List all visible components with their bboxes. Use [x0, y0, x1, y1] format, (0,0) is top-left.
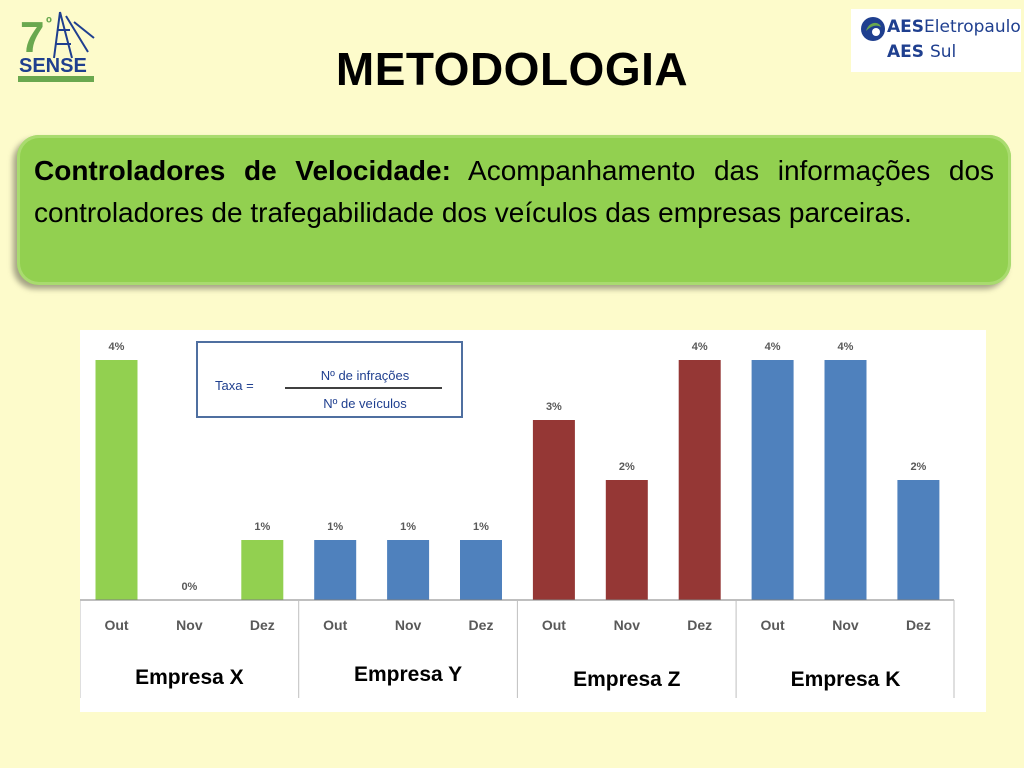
bar: [532, 420, 575, 600]
bar-chart: 4% 0% 1% 1% 1% 1% 3% 2% 4% 4% 4% 2% Out Nov Dez Empres…: [79, 341, 955, 698]
bar: [751, 360, 794, 600]
bar: [241, 540, 284, 600]
aes-swirl-icon: [861, 17, 885, 41]
page-title: METODOLOGIA: [335, 43, 689, 95]
data-label: 4%: [692, 341, 708, 353]
sense-logo-number: 7: [20, 13, 44, 62]
bar: [95, 360, 138, 600]
tick-label: Out: [761, 617, 785, 633]
formula-box: Taxa = Nº de infrações Nº de veículos: [196, 341, 463, 418]
data-label: 1%: [327, 521, 343, 533]
tick-label: Dez: [687, 617, 712, 633]
formula-numerator: Nº de infrações: [321, 368, 410, 383]
bars-layer: 4% 0% 1% 1% 1% 1% 3% 2% 4% 4% 4% 2%: [95, 341, 940, 600]
group-label: Empresa Y: [354, 663, 462, 686]
data-label: 3%: [546, 401, 562, 413]
callout-box: [17, 135, 1011, 285]
sense-logo-band: [18, 76, 94, 82]
group-label: Empresa Z: [573, 668, 681, 691]
bar: [897, 480, 940, 600]
sense-logo-name: SENSE: [19, 55, 87, 77]
data-label: 1%: [254, 521, 270, 533]
data-label: 2%: [910, 461, 926, 473]
data-label: 4%: [838, 341, 854, 353]
data-label: 4%: [765, 341, 781, 353]
formula-prefix: Taxa =: [215, 378, 254, 393]
tick-label: Dez: [250, 617, 275, 633]
aes-eletropaulo-text: AESEletropaulo: [887, 17, 1021, 37]
data-label: 1%: [400, 521, 416, 533]
bar: [824, 360, 867, 600]
axis-layer: Out Nov Dez Empresa X Out Nov Dez Empresa Y Out N…: [79, 599, 955, 698]
bar: [460, 540, 502, 600]
tick-label: Out: [542, 617, 566, 633]
bar: [678, 360, 721, 600]
group-label: Empresa X: [135, 666, 244, 689]
tick-label: Nov: [176, 617, 203, 633]
sense-logo-ordinal: º: [46, 15, 52, 32]
data-label: 4%: [109, 341, 125, 353]
aes-logo: AESEletropaulo AES Sul: [851, 9, 1021, 72]
callout-body: Acompanhamento das informações dos contr…: [34, 155, 995, 228]
tick-label: Nov: [614, 617, 641, 633]
bar: [605, 480, 648, 600]
group-label: Empresa K: [791, 668, 901, 691]
tick-label: Nov: [832, 617, 859, 633]
data-label: 0%: [181, 581, 197, 593]
bar: [314, 540, 357, 600]
tick-label: Out: [104, 617, 128, 633]
formula-denominator: Nº de veículos: [323, 396, 407, 411]
sense-logo: 7 º SENSE: [14, 8, 100, 88]
tick-label: Nov: [395, 617, 422, 633]
callout-bold: Controladores de Velocidade:: [34, 155, 451, 186]
formula-frame: [196, 341, 463, 418]
chart-panel: 4% 0% 1% 1% 1% 1% 3% 2% 4% 4% 4% 2% Out Nov Dez Empres…: [79, 330, 986, 712]
tick-label: Dez: [906, 617, 931, 633]
tower-icon: [53, 11, 95, 59]
aes-sul-text: AES Sul: [887, 42, 957, 62]
bar: [387, 540, 430, 600]
tick-label: Out: [323, 617, 347, 633]
data-label: 2%: [619, 461, 635, 473]
callout-text: Controladores de Velocidade: Acompanhame…: [34, 150, 994, 234]
tick-label: Dez: [469, 617, 494, 633]
data-label: 1%: [473, 521, 489, 533]
